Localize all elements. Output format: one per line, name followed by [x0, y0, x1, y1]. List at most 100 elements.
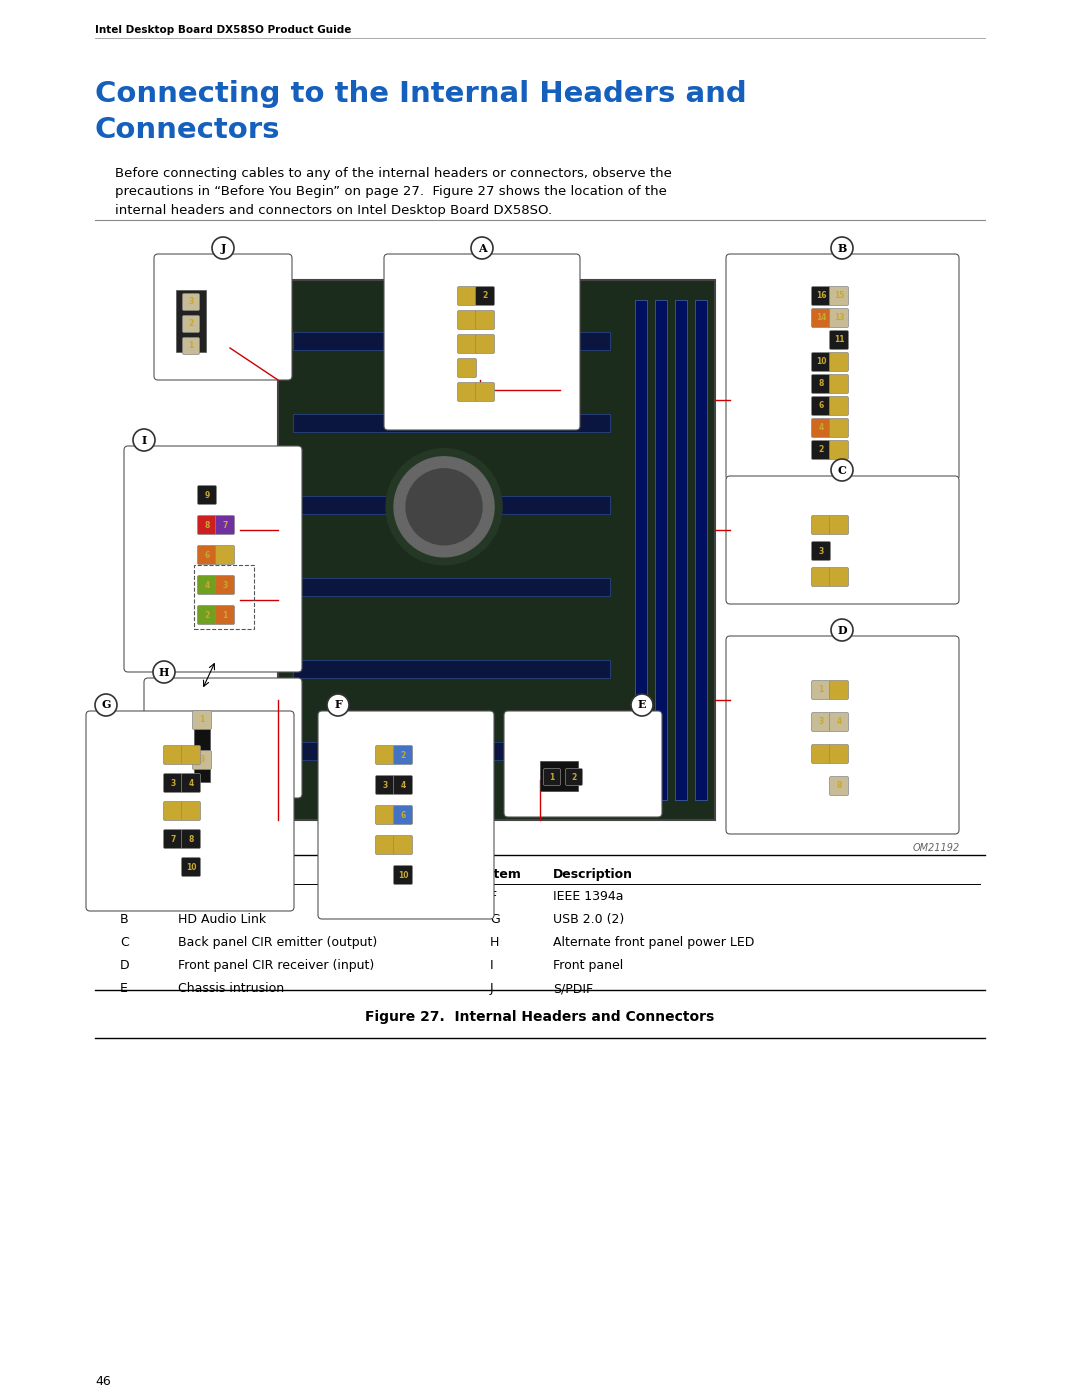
- Circle shape: [831, 237, 853, 258]
- Text: 3: 3: [819, 546, 824, 556]
- Text: Ground: Ground: [588, 773, 621, 781]
- Text: 3: 3: [464, 316, 470, 324]
- Text: Audio: Audio: [464, 272, 500, 282]
- Text: 1: 1: [819, 521, 824, 529]
- Text: Figure 27.  Internal Headers and Connectors: Figure 27. Internal Headers and Connecto…: [365, 1010, 715, 1024]
- FancyBboxPatch shape: [829, 374, 849, 394]
- FancyBboxPatch shape: [318, 711, 494, 919]
- Text: 2: 2: [188, 320, 193, 328]
- Text: H: H: [490, 936, 499, 949]
- FancyBboxPatch shape: [543, 768, 561, 785]
- Text: B: B: [120, 914, 129, 926]
- FancyBboxPatch shape: [811, 374, 831, 394]
- FancyBboxPatch shape: [829, 331, 849, 349]
- FancyBboxPatch shape: [376, 775, 394, 795]
- Text: 4: 4: [204, 581, 210, 590]
- Text: D-: D-: [151, 778, 161, 788]
- Text: No
Connection: No Connection: [145, 485, 193, 504]
- Bar: [293, 414, 610, 432]
- Text: 3: 3: [819, 718, 824, 726]
- Bar: [194, 714, 210, 782]
- Text: Ground: Ground: [203, 834, 234, 844]
- FancyBboxPatch shape: [475, 286, 495, 306]
- FancyBboxPatch shape: [154, 254, 292, 380]
- Text: Intel Desktop Board DX58SO Product Guide: Intel Desktop Board DX58SO Product Guide: [95, 25, 351, 35]
- Text: Intruder: Intruder: [503, 773, 540, 781]
- Bar: [293, 659, 610, 678]
- FancyBboxPatch shape: [198, 515, 216, 535]
- Bar: [293, 578, 610, 597]
- Text: Ground: Ground: [203, 298, 237, 306]
- Text: Ground: Ground: [497, 292, 528, 300]
- Text: Item: Item: [120, 868, 152, 882]
- FancyBboxPatch shape: [829, 352, 849, 372]
- Text: 10: 10: [186, 862, 197, 872]
- Text: 1: 1: [464, 292, 470, 300]
- FancyBboxPatch shape: [216, 515, 234, 535]
- Text: 1: 1: [222, 610, 228, 619]
- Text: 1: 1: [819, 686, 824, 694]
- Text: TPA1-: TPA1-: [415, 750, 438, 760]
- Text: 3: 3: [222, 581, 228, 590]
- Text: On/Off: On/Off: [165, 521, 193, 529]
- Text: No
Connection: No Connection: [851, 309, 894, 328]
- Text: Ground: Ground: [415, 781, 446, 789]
- Text: 1: 1: [171, 750, 176, 760]
- FancyBboxPatch shape: [163, 774, 183, 792]
- Bar: [293, 332, 610, 351]
- Text: 6: 6: [819, 401, 824, 411]
- Text: 6: 6: [188, 806, 193, 816]
- FancyBboxPatch shape: [829, 419, 849, 437]
- Text: Back panel CIR emitter (output): Back panel CIR emitter (output): [178, 936, 377, 949]
- Text: 2: 2: [401, 750, 406, 760]
- Text: 6: 6: [204, 550, 210, 560]
- Text: 8: 8: [204, 521, 210, 529]
- FancyBboxPatch shape: [376, 746, 394, 764]
- Text: D: D: [120, 958, 130, 972]
- Text: +: +: [193, 610, 203, 620]
- Text: Key (no pin): Key (no pin): [835, 546, 886, 556]
- Text: 14: 14: [815, 313, 826, 323]
- Text: Vcc: Vcc: [851, 750, 866, 759]
- Text: +: +: [180, 715, 190, 725]
- Text: TPA1+: TPA1+: [346, 750, 373, 760]
- FancyBboxPatch shape: [811, 745, 831, 764]
- Text: 5: 5: [819, 573, 824, 581]
- Text: J: J: [490, 982, 494, 995]
- Text: HD LED: HD LED: [240, 581, 272, 590]
- Text: +12 V: +12 V: [348, 841, 373, 849]
- Circle shape: [471, 237, 492, 258]
- Circle shape: [133, 429, 156, 451]
- FancyBboxPatch shape: [183, 293, 200, 310]
- Text: I: I: [141, 434, 147, 446]
- FancyBboxPatch shape: [811, 567, 831, 587]
- Text: Emitter Out 1: Emitter Out 1: [753, 521, 809, 529]
- Text: Key (no pin): Key (no pin): [481, 363, 531, 373]
- FancyBboxPatch shape: [181, 858, 201, 876]
- FancyBboxPatch shape: [829, 440, 849, 460]
- Text: No
Connection: No Connection: [851, 286, 894, 306]
- Text: 3.3 Vcc: 3.3 Vcc: [781, 380, 809, 388]
- Text: Port1L: Port1L: [429, 292, 455, 300]
- Text: Front panel CIR receiver (input): Front panel CIR receiver (input): [178, 958, 375, 972]
- FancyBboxPatch shape: [384, 254, 580, 430]
- Text: 4: 4: [401, 781, 406, 789]
- Text: G: G: [102, 700, 111, 711]
- FancyBboxPatch shape: [811, 397, 831, 415]
- Text: 1: 1: [382, 750, 388, 760]
- FancyBboxPatch shape: [811, 286, 831, 306]
- Text: TPA2-: TPA2-: [415, 810, 438, 820]
- Text: Before connecting cables to any of the internal headers or connectors, observe t: Before connecting cables to any of the i…: [114, 168, 672, 217]
- Text: 5: 5: [382, 810, 388, 820]
- Text: Ground: Ground: [415, 870, 446, 880]
- FancyBboxPatch shape: [181, 830, 201, 848]
- Text: 5: 5: [464, 339, 470, 348]
- Text: D+: D+: [203, 806, 216, 816]
- Text: Receiver (Input): Receiver (Input): [792, 666, 893, 678]
- Bar: [293, 496, 610, 514]
- FancyBboxPatch shape: [144, 678, 302, 798]
- Text: Front panel audio: Front panel audio: [178, 890, 287, 902]
- FancyBboxPatch shape: [811, 542, 831, 560]
- FancyBboxPatch shape: [726, 254, 959, 481]
- Text: 7: 7: [464, 363, 470, 373]
